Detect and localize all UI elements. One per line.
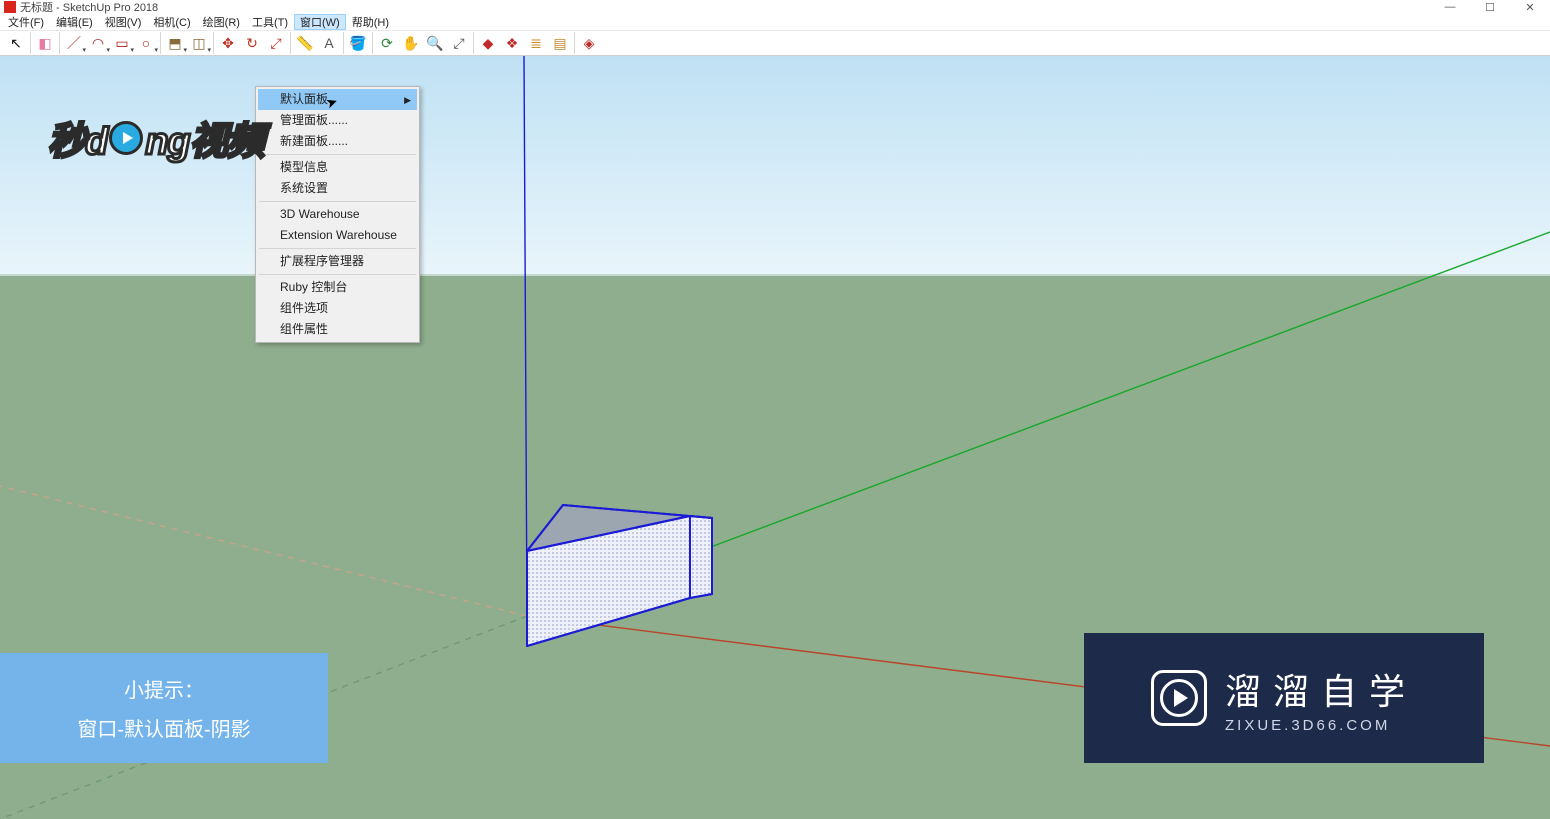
brand-cn: 溜溜自学 <box>1225 663 1417 715</box>
title-bar: 无标题 - SketchUp Pro 2018 — ☐ ✕ <box>0 0 1550 14</box>
submenu-arrow-icon: ▶ <box>404 93 411 108</box>
layers-tool[interactable]: ≣ <box>524 31 548 55</box>
pan-tool[interactable]: ✋ <box>399 31 423 55</box>
menu-item-10[interactable]: 扩展程序管理器 <box>258 251 417 272</box>
dropdown-caret-icon: ▾ <box>154 46 158 54</box>
circle-tool[interactable]: ○▾ <box>134 31 158 55</box>
select-tool[interactable]: ↖ <box>4 31 28 55</box>
menu-4[interactable]: 绘图(R) <box>197 14 246 30</box>
menu-separator <box>259 154 416 155</box>
arc-tool[interactable]: ◠▾ <box>86 31 110 55</box>
maximize-button[interactable]: ☐ <box>1470 0 1510 14</box>
window-menu-dropdown: 默认面板▶管理面板......新建面板...... 模型信息系统设置 3D Ware… <box>255 86 420 343</box>
menu-separator <box>259 201 416 202</box>
menu-item-0[interactable]: 默认面板▶ <box>258 89 417 110</box>
tip-body: 窗口-默认面板-阴影 <box>77 713 250 742</box>
viewport-3d[interactable]: 默认面板▶管理面板......新建面板...... 模型信息系统设置 3D Ware… <box>0 56 1550 819</box>
brand-overlay: 溜溜自学 ZIXUE.3D66.COM <box>1084 633 1484 763</box>
extension-tool[interactable]: ◈ <box>577 31 601 55</box>
brand-text: 溜溜自学 ZIXUE.3D66.COM <box>1225 663 1417 734</box>
warehouse-tool[interactable]: ◆ <box>476 31 500 55</box>
menu-item-8[interactable]: Extension Warehouse <box>258 225 417 246</box>
menu-item-7[interactable]: 3D Warehouse <box>258 204 417 225</box>
menu-2[interactable]: 视图(V) <box>99 14 148 30</box>
app-icon <box>4 1 16 13</box>
toolbar-divider <box>213 32 214 54</box>
brand-play-icon <box>1151 670 1207 726</box>
pushpull-tool[interactable]: ⬒▾ <box>163 31 187 55</box>
text-tool[interactable]: A <box>317 31 341 55</box>
menu-item-5[interactable]: 系统设置 <box>258 178 417 199</box>
video-logo-overlay: 秒d ng视频 <box>48 110 264 165</box>
toolbar-divider <box>160 32 161 54</box>
toolbar-divider <box>473 32 474 54</box>
minimize-button[interactable]: — <box>1430 0 1470 14</box>
rectangle-tool[interactable]: ▭▾ <box>110 31 134 55</box>
eraser-tool[interactable]: ◧ <box>33 31 57 55</box>
toolbar-divider <box>290 32 291 54</box>
tip-title: 小提示： <box>124 674 204 703</box>
menu-1[interactable]: 编辑(E) <box>50 14 99 30</box>
menu-item-2[interactable]: 新建面板...... <box>258 131 417 152</box>
toolbar: ↖◧／▾◠▾▭▾○▾⬒▾◫▾✥↻⤢📏A🪣⟳✋🔍⤢◆❖≣▤◈ <box>0 30 1550 56</box>
brand-en: ZIXUE.3D66.COM <box>1225 717 1390 734</box>
window-title: 无标题 - SketchUp Pro 2018 <box>20 0 158 15</box>
menu-5[interactable]: 工具(T) <box>246 14 294 30</box>
zoom-tool[interactable]: 🔍 <box>423 31 447 55</box>
menu-separator <box>259 248 416 249</box>
menu-bar: 文件(F)编辑(E)视图(V)相机(C)绘图(R)工具(T)窗口(W)帮助(H) <box>0 14 1550 30</box>
toolbar-divider <box>59 32 60 54</box>
menu-separator <box>259 274 416 275</box>
menu-0[interactable]: 文件(F) <box>2 14 50 30</box>
offset-tool[interactable]: ◫▾ <box>187 31 211 55</box>
zoom-extents-tool[interactable]: ⤢ <box>447 31 471 55</box>
outliner-tool[interactable]: ▤ <box>548 31 572 55</box>
tip-overlay: 小提示： 窗口-默认面板-阴影 <box>0 653 328 763</box>
rotate-tool[interactable]: ↻ <box>240 31 264 55</box>
toolbar-divider <box>372 32 373 54</box>
menu-7[interactable]: 帮助(H) <box>346 14 395 30</box>
menu-3[interactable]: 相机(C) <box>147 14 196 30</box>
toolbar-divider <box>343 32 344 54</box>
menu-item-13[interactable]: 组件选项 <box>258 298 417 319</box>
dropdown-caret-icon: ▾ <box>207 46 211 54</box>
menu-item-4[interactable]: 模型信息 <box>258 157 417 178</box>
logo-play-icon <box>109 121 143 155</box>
paint-tool[interactable]: 🪣 <box>346 31 370 55</box>
toolbar-divider <box>574 32 575 54</box>
move-tool[interactable]: ✥ <box>216 31 240 55</box>
toolbar-divider <box>30 32 31 54</box>
orbit-tool[interactable]: ⟳ <box>375 31 399 55</box>
window-controls: — ☐ ✕ <box>1430 0 1550 14</box>
scale-tool[interactable]: ⤢ <box>264 31 288 55</box>
close-button[interactable]: ✕ <box>1510 0 1550 14</box>
menu-6[interactable]: 窗口(W) <box>294 14 346 30</box>
logo-text-part1: 秒d <box>48 110 107 165</box>
menu-item-1[interactable]: 管理面板...... <box>258 110 417 131</box>
component-tool[interactable]: ❖ <box>500 31 524 55</box>
line-tool[interactable]: ／▾ <box>62 31 86 55</box>
menu-item-12[interactable]: Ruby 控制台 <box>258 277 417 298</box>
logo-text-part2: ng视频 <box>145 110 263 165</box>
tape-tool[interactable]: 📏 <box>293 31 317 55</box>
menu-item-14[interactable]: 组件属性 <box>258 319 417 340</box>
